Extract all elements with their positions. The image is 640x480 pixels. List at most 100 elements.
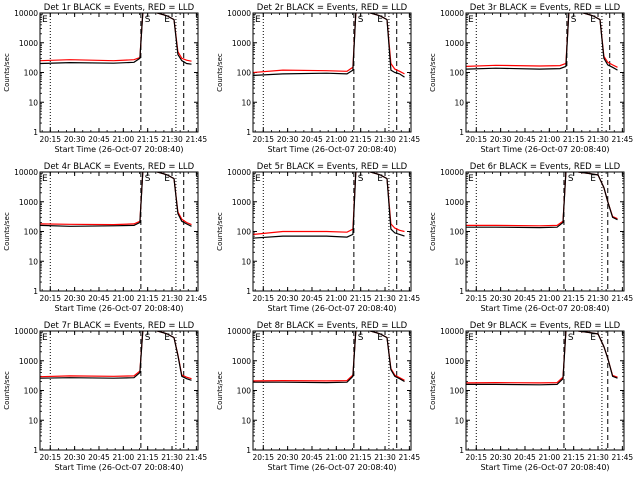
marker-label: S: [145, 15, 151, 25]
y-tick-label: 10000: [440, 327, 464, 336]
y-tick-label: 1000: [19, 198, 38, 207]
marker-label: E: [164, 174, 170, 184]
y-tick-label: 100: [24, 228, 39, 237]
y-tick-label: 1: [246, 128, 251, 137]
x-axis-label: Start Time (26-Oct-07 20:08:40): [480, 304, 609, 313]
series-events-line: [40, 13, 192, 65]
marker-label: E: [255, 333, 261, 343]
marker-label: E: [468, 333, 474, 343]
x-tick-label: 21:00: [539, 135, 561, 144]
marker-label: S: [568, 174, 574, 184]
axes-frame: [465, 171, 625, 292]
y-tick-label: 1000: [445, 198, 464, 207]
x-tick-label: 21:45: [399, 294, 421, 303]
marker-label: S: [358, 174, 364, 184]
x-tick-label: 21:00: [113, 294, 135, 303]
y-tick-label: 1: [459, 446, 464, 455]
x-tick-label: 20:15: [252, 453, 274, 462]
y-tick-label: 10000: [227, 168, 251, 177]
series-lld-line: [253, 172, 405, 235]
x-tick-label: 21:45: [186, 135, 208, 144]
x-tick-label: 21:15: [350, 453, 372, 462]
marker-label: S: [145, 174, 151, 184]
y-axis-label: Counts/sec: [429, 371, 437, 410]
series-events-line: [253, 172, 405, 239]
y-tick-label: 100: [24, 387, 39, 396]
y-axis-label: Counts/sec: [216, 53, 224, 92]
y-tick-label: 10000: [227, 327, 251, 336]
x-tick-label: 20:45: [514, 135, 536, 144]
x-tick-label: 21:15: [563, 294, 585, 303]
marker-label: S: [568, 333, 574, 343]
x-axis-label: Start Time (26-Oct-07 20:08:40): [54, 304, 183, 313]
marker-label: S: [358, 333, 364, 343]
x-tick-label: 20:15: [39, 294, 61, 303]
y-tick-label: 100: [450, 69, 465, 78]
y-axis-label: Counts/sec: [3, 53, 11, 92]
y-tick-label: 1: [33, 287, 38, 296]
x-tick-label: 20:15: [465, 453, 487, 462]
x-tick-label: 21:30: [374, 453, 396, 462]
y-tick-label: 1: [246, 446, 251, 455]
x-tick-label: 20:15: [252, 135, 274, 144]
series-events-line: [40, 172, 192, 227]
y-tick-label: 10: [28, 416, 38, 425]
series-events-line: [253, 13, 405, 78]
series-lld-line: [466, 13, 618, 68]
det-panel-7: Det 7r BLACK = Events, RED = LLD 1 10 100 10…: [3, 321, 207, 472]
marker-label: E: [590, 15, 596, 25]
x-tick-label: 20:30: [64, 135, 86, 144]
y-tick-label: 10000: [440, 9, 464, 18]
panel-title: Det 4r BLACK = Events, RED = LLD: [44, 162, 195, 172]
axes-frame: [39, 12, 199, 133]
y-tick-label: 10: [454, 98, 464, 107]
series-group: [40, 172, 192, 227]
series-group: [253, 172, 405, 239]
x-axis-label: Start Time (26-Oct-07 20:08:40): [267, 463, 396, 472]
y-tick-label: 100: [237, 228, 252, 237]
x-tick-label: 20:30: [490, 294, 512, 303]
y-tick-label: 100: [450, 387, 465, 396]
marker-label: E: [468, 174, 474, 184]
series-group: [40, 331, 192, 381]
marker-label: E: [255, 15, 261, 25]
x-tick-label: 21:15: [350, 135, 372, 144]
y-tick-label: 1000: [19, 39, 38, 48]
x-axis-label: Start Time (26-Oct-07 20:08:40): [480, 145, 609, 154]
x-tick-label: 20:15: [252, 294, 274, 303]
x-tick-label: 20:45: [514, 294, 536, 303]
y-tick-label: 1: [459, 128, 464, 137]
series-lld-line: [253, 13, 405, 75]
y-axis-label: Counts/sec: [3, 212, 11, 251]
marker-label: E: [164, 15, 170, 25]
series-events-line: [40, 331, 192, 381]
x-tick-label: 20:15: [39, 135, 61, 144]
x-tick-label: 21:00: [326, 294, 348, 303]
x-tick-label: 21:00: [113, 135, 135, 144]
x-tick-label: 21:15: [137, 294, 159, 303]
x-tick-label: 21:30: [374, 135, 396, 144]
panel-title: Det 6r BLACK = Events, RED = LLD: [470, 162, 621, 172]
x-tick-label: 21:30: [161, 135, 183, 144]
marker-label: E: [377, 174, 383, 184]
x-tick-label: 20:45: [301, 135, 323, 144]
x-tick-label: 21:45: [612, 453, 634, 462]
y-tick-label: 1000: [445, 39, 464, 48]
panel-title: Det 7r BLACK = Events, RED = LLD: [44, 321, 195, 331]
x-tick-label: 20:15: [39, 453, 61, 462]
x-tick-label: 20:30: [64, 294, 86, 303]
axes-frame: [39, 171, 199, 292]
x-tick-label: 21:00: [539, 453, 561, 462]
det-panel-9: Det 9r BLACK = Events, RED = LLD 1 10 100 10…: [429, 321, 633, 472]
x-tick-label: 20:30: [64, 453, 86, 462]
x-axis-label: Start Time (26-Oct-07 20:08:40): [267, 145, 396, 154]
x-tick-label: 21:00: [326, 453, 348, 462]
y-tick-label: 10000: [14, 327, 38, 336]
x-tick-label: 20:30: [490, 453, 512, 462]
x-tick-label: 20:45: [88, 453, 110, 462]
x-tick-label: 21:45: [399, 135, 421, 144]
x-tick-label: 21:00: [113, 453, 135, 462]
x-axis-label: Start Time (26-Oct-07 20:08:40): [267, 304, 396, 313]
series-events-line: [466, 331, 618, 386]
panel-title: Det 8r BLACK = Events, RED = LLD: [257, 321, 408, 331]
